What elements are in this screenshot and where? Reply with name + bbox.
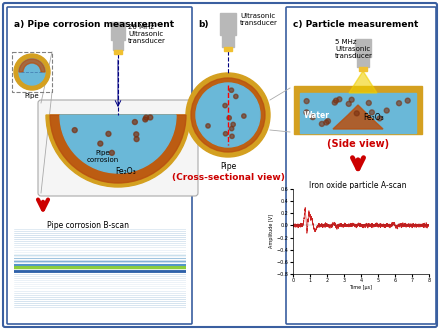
Circle shape (132, 119, 137, 124)
Text: Water: Water (304, 111, 330, 119)
Circle shape (148, 115, 153, 120)
Circle shape (377, 116, 382, 121)
Bar (114, 50, 122, 54)
Text: Pipe: Pipe (220, 162, 236, 171)
Circle shape (370, 110, 374, 115)
Wedge shape (19, 59, 45, 72)
Circle shape (231, 122, 235, 127)
Circle shape (196, 83, 260, 147)
Bar (355, 39, 371, 57)
Bar (111, 22, 125, 40)
Bar (222, 35, 234, 47)
Bar (359, 67, 367, 71)
Wedge shape (46, 115, 190, 187)
Circle shape (72, 128, 77, 133)
Bar (220, 13, 236, 35)
Circle shape (334, 98, 338, 103)
Bar (224, 47, 232, 51)
Bar (357, 57, 369, 67)
Circle shape (396, 101, 402, 106)
Circle shape (349, 97, 354, 102)
Circle shape (326, 118, 330, 124)
Circle shape (384, 108, 389, 113)
Circle shape (98, 141, 103, 146)
Circle shape (354, 111, 359, 116)
Circle shape (143, 115, 149, 120)
Circle shape (242, 114, 246, 118)
Circle shape (19, 59, 45, 85)
Circle shape (106, 131, 111, 136)
Bar (294, 86, 422, 134)
Text: 5 MHz
Ultrasonic
transducer: 5 MHz Ultrasonic transducer (335, 39, 373, 59)
Text: Pipe: Pipe (25, 93, 39, 99)
Text: Iron oxide particle A-scan: Iron oxide particle A-scan (309, 181, 407, 190)
Bar (113, 40, 123, 50)
Wedge shape (60, 115, 176, 173)
FancyBboxPatch shape (7, 7, 192, 324)
Text: Fe₂O₃: Fe₂O₃ (363, 114, 384, 122)
Circle shape (191, 78, 265, 152)
X-axis label: Time [μs]: Time [μs] (349, 284, 373, 289)
Text: a) Pipe corrosion measurement: a) Pipe corrosion measurement (14, 20, 174, 29)
Polygon shape (349, 71, 377, 93)
Circle shape (206, 124, 210, 128)
Text: b): b) (198, 20, 209, 29)
FancyBboxPatch shape (286, 7, 436, 324)
Circle shape (186, 73, 270, 157)
Circle shape (324, 120, 329, 125)
Text: Pipe
corrosion: Pipe corrosion (87, 150, 119, 163)
Text: Pipe corrosion B-scan: Pipe corrosion B-scan (47, 221, 129, 230)
Circle shape (405, 98, 410, 103)
Circle shape (319, 121, 324, 126)
FancyBboxPatch shape (3, 3, 437, 327)
Text: 20 MHz
Ultrasonic
transducer: 20 MHz Ultrasonic transducer (128, 24, 166, 44)
Circle shape (134, 137, 139, 142)
Circle shape (346, 101, 351, 106)
Polygon shape (333, 105, 383, 129)
Text: (Cross-sectional view): (Cross-sectional view) (172, 173, 284, 182)
Circle shape (310, 115, 315, 120)
FancyBboxPatch shape (38, 100, 198, 196)
Text: (Side view): (Side view) (327, 139, 389, 149)
Text: Fe₂O₃: Fe₂O₃ (116, 167, 136, 176)
Circle shape (366, 100, 371, 106)
Circle shape (229, 126, 234, 131)
Circle shape (14, 54, 50, 90)
Text: c) Particle measurement: c) Particle measurement (293, 20, 418, 29)
Circle shape (234, 94, 238, 99)
Circle shape (337, 97, 342, 102)
Text: Ultrasonic
transducer: Ultrasonic transducer (240, 13, 278, 26)
Circle shape (227, 116, 231, 120)
Circle shape (332, 100, 337, 105)
Circle shape (230, 134, 234, 139)
Circle shape (304, 99, 309, 104)
Circle shape (223, 103, 227, 108)
Circle shape (304, 110, 309, 115)
Circle shape (143, 117, 148, 122)
Y-axis label: Amplitude [V]: Amplitude [V] (269, 214, 274, 248)
Circle shape (229, 88, 234, 92)
Circle shape (110, 150, 114, 155)
Circle shape (224, 132, 228, 136)
Bar (300, 93, 416, 133)
Wedge shape (50, 115, 186, 183)
Bar (12, 52, 52, 92)
Circle shape (134, 132, 139, 137)
